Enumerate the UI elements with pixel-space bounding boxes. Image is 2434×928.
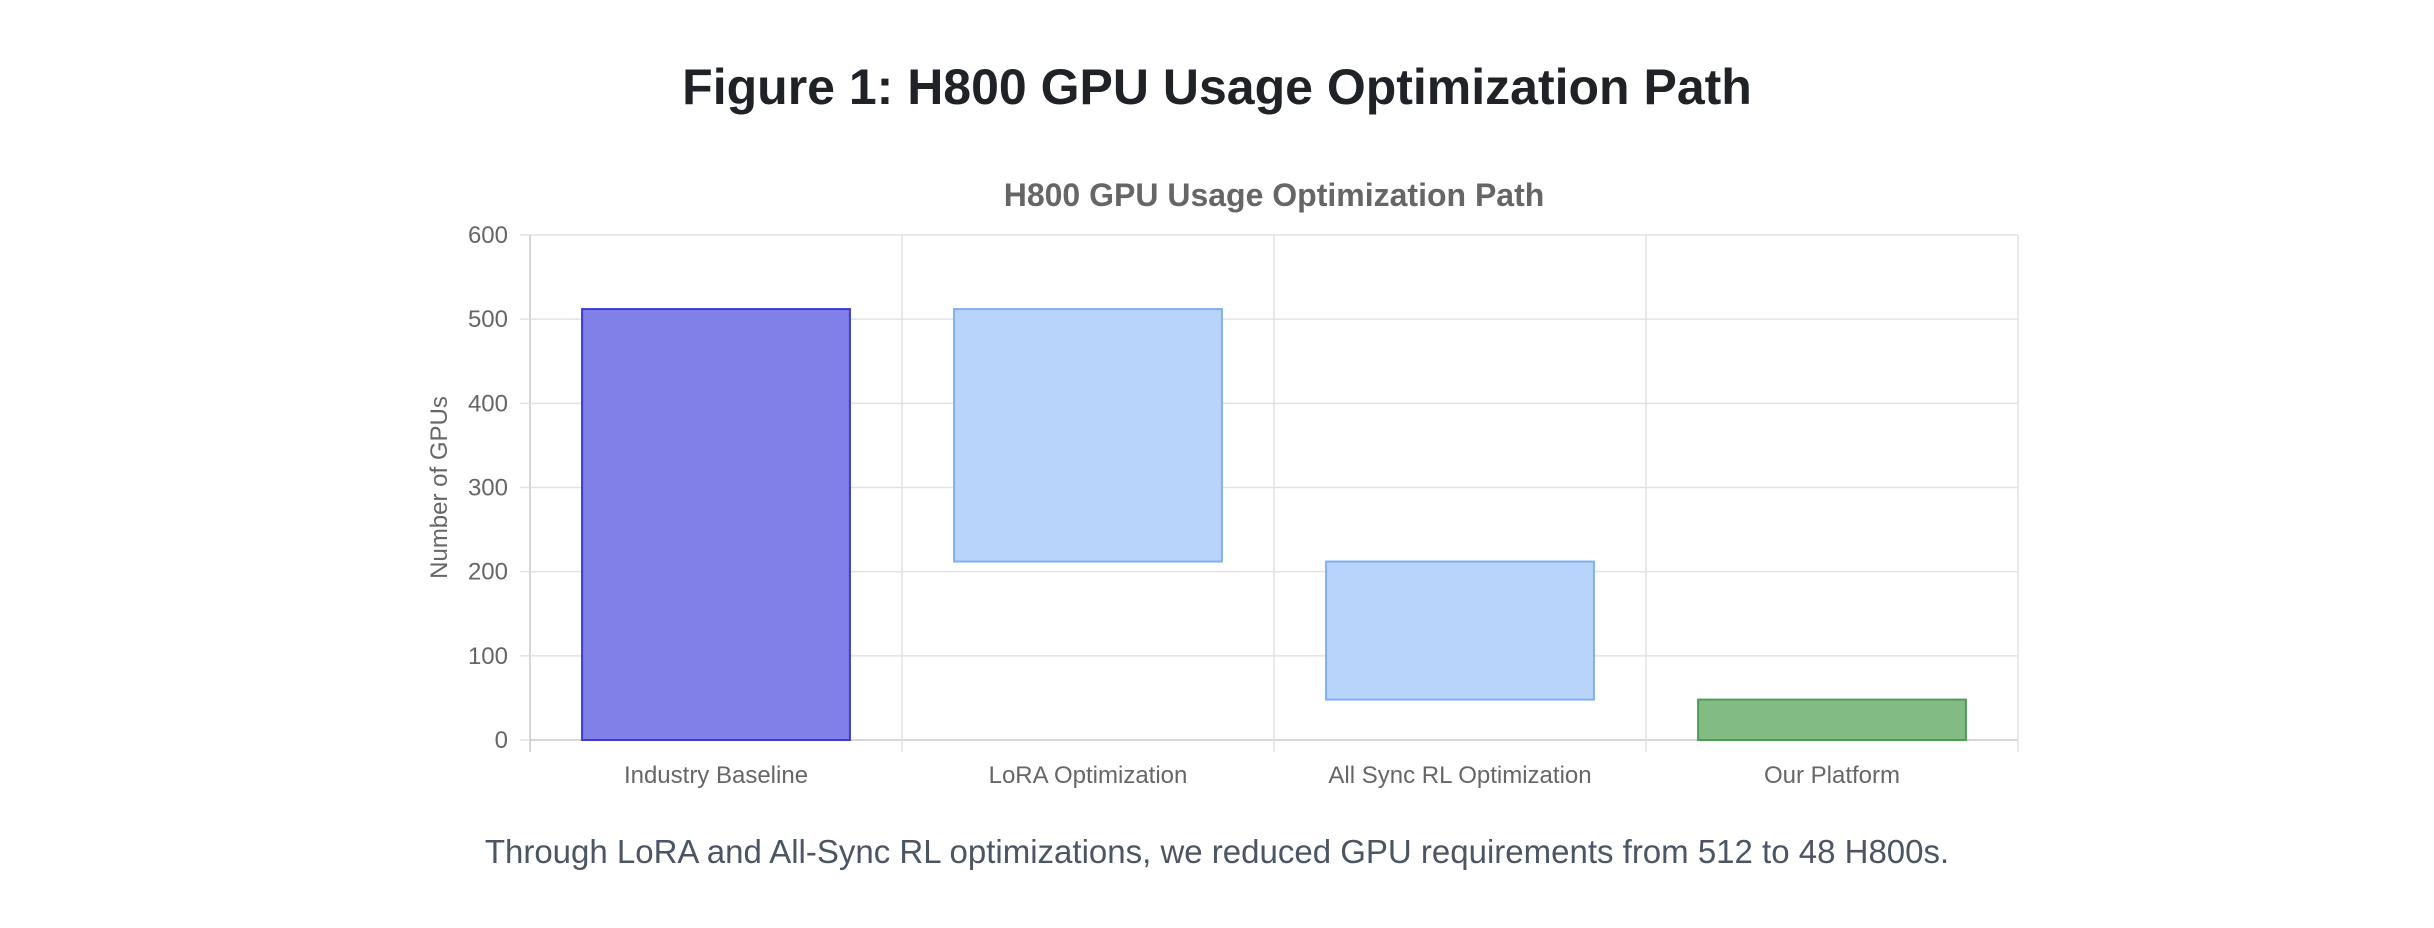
bar-lora-optimization — [953, 308, 1223, 563]
y-axis-label: Number of GPUs — [426, 396, 453, 579]
chart-title: H800 GPU Usage Optimization Path — [1004, 177, 1545, 213]
x-tick-label: Industry Baseline — [624, 762, 808, 789]
bar-our-platform — [1697, 698, 1967, 741]
x-tick-label: All Sync RL Optimization — [1328, 762, 1591, 789]
y-tick-label: 500 — [468, 306, 508, 333]
bar-industry-baseline — [581, 308, 851, 741]
x-tick-label: LoRA Optimization — [989, 762, 1188, 789]
bars — [581, 308, 1967, 741]
y-tick-label: 400 — [468, 390, 508, 417]
y-tick-label: 200 — [468, 559, 508, 586]
y-tick-label: 600 — [468, 222, 508, 249]
figure-title: Figure 1: H800 GPU Usage Optimization Pa… — [682, 59, 1752, 115]
waterfall-chart: H800 GPU Usage Optimization Path Number … — [426, 177, 2019, 789]
y-tick-label: 300 — [468, 475, 508, 502]
bar-all-sync-rl-optimization — [1325, 560, 1595, 701]
figure-caption: Through LoRA and All-Sync RL optimizatio… — [484, 833, 1950, 870]
y-tick-label: 0 — [495, 727, 508, 754]
axes — [520, 234, 530, 741]
x-tick-label: Our Platform — [1764, 762, 1900, 789]
tick-labels: 0 100 200 300 400 500 600 Industry Baseline LoRA… — [468, 222, 1900, 789]
y-tick-label: 100 — [468, 643, 508, 670]
